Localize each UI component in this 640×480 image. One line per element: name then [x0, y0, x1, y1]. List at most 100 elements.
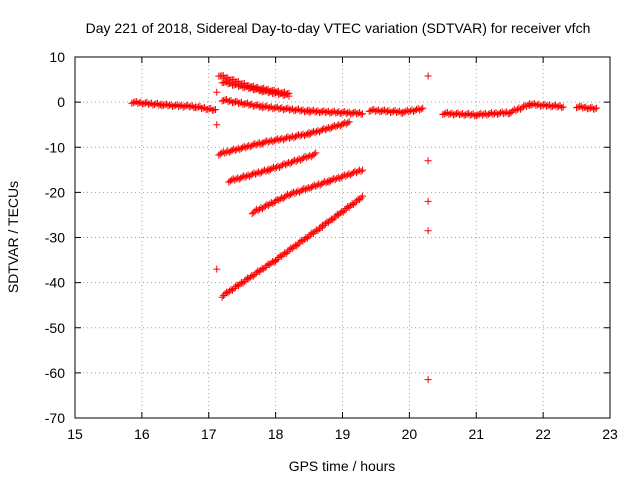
data-point	[261, 263, 269, 271]
data-point	[276, 252, 284, 260]
data-point	[329, 216, 337, 224]
data-points	[128, 72, 601, 384]
data-point	[298, 106, 306, 114]
data-point	[466, 111, 474, 119]
data-point	[293, 132, 301, 140]
data-point	[281, 105, 289, 113]
data-point	[367, 107, 375, 115]
data-point	[300, 235, 308, 243]
x-tick-label: 17	[201, 426, 217, 442]
data-point	[542, 102, 550, 110]
data-point	[371, 107, 379, 115]
data-point	[158, 102, 166, 110]
data-point	[318, 107, 326, 115]
data-point	[276, 135, 284, 143]
data-point	[357, 167, 365, 175]
data-point	[344, 119, 352, 127]
data-point	[424, 197, 432, 205]
data-point	[357, 194, 365, 202]
data-point	[359, 110, 367, 118]
data-point	[299, 237, 307, 245]
data-point	[272, 257, 280, 265]
data-point	[149, 101, 157, 109]
data-point	[298, 131, 306, 139]
data-point	[282, 134, 290, 142]
data-point	[573, 104, 581, 112]
data-point	[266, 103, 274, 111]
data-point	[284, 133, 292, 141]
data-point	[246, 273, 254, 281]
data-point	[288, 132, 296, 140]
data-point	[276, 104, 284, 112]
data-point	[529, 100, 537, 108]
data-point	[580, 104, 588, 112]
data-point	[390, 107, 398, 115]
y-tick-label: 0	[57, 94, 65, 110]
data-point	[273, 135, 281, 143]
data-point	[533, 101, 541, 109]
data-point	[314, 227, 322, 235]
data-point	[457, 110, 465, 118]
data-point	[170, 102, 178, 110]
data-point	[176, 102, 184, 110]
data-point	[290, 107, 298, 115]
data-point	[347, 202, 355, 210]
data-point	[179, 103, 187, 111]
data-point	[590, 105, 598, 113]
data-point	[327, 108, 335, 116]
data-point	[275, 105, 283, 113]
data-point	[144, 100, 152, 108]
data-point	[376, 108, 384, 116]
data-point	[267, 136, 275, 144]
data-point	[128, 99, 136, 107]
data-point	[159, 101, 167, 109]
data-point	[254, 267, 262, 275]
data-point	[345, 203, 353, 211]
data-point	[353, 197, 361, 205]
data-point	[527, 101, 535, 109]
data-point	[315, 109, 323, 117]
data-point	[440, 110, 448, 118]
data-point	[234, 282, 242, 290]
data-point	[236, 280, 244, 288]
data-point	[140, 100, 148, 108]
data-point	[550, 102, 558, 110]
y-axis-label: SDTVAR / TECUs	[5, 181, 21, 293]
data-point	[377, 107, 385, 115]
data-point	[344, 203, 352, 211]
data-point	[320, 221, 328, 229]
data-point	[348, 109, 356, 117]
data-point	[138, 100, 146, 108]
x-axis-label: GPS time / hours	[289, 458, 396, 474]
data-point	[574, 103, 582, 111]
data-point	[311, 108, 319, 116]
data-point	[270, 198, 278, 206]
data-point	[329, 108, 337, 116]
data-point	[272, 104, 280, 112]
data-point	[164, 102, 172, 110]
data-point	[226, 287, 234, 295]
data-point	[288, 245, 296, 253]
data-point	[318, 223, 326, 231]
data-point	[579, 104, 587, 112]
data-point	[536, 102, 544, 110]
y-tick-label: -60	[45, 365, 65, 381]
data-point	[451, 110, 459, 118]
data-point	[353, 110, 361, 118]
data-point	[261, 138, 269, 146]
data-point	[342, 109, 350, 117]
data-point	[324, 219, 332, 227]
data-point	[452, 110, 460, 118]
x-tick-label: 15	[67, 426, 83, 442]
data-point	[365, 107, 373, 115]
data-point	[230, 285, 238, 293]
data-point	[442, 109, 450, 117]
data-point	[259, 205, 267, 213]
data-point	[251, 270, 259, 278]
data-point	[221, 290, 229, 298]
x-tick-labels: 15 16 17 18 19 20 21 22 23	[67, 426, 618, 442]
data-point	[266, 137, 274, 145]
data-point	[146, 100, 154, 108]
data-point	[135, 99, 143, 107]
